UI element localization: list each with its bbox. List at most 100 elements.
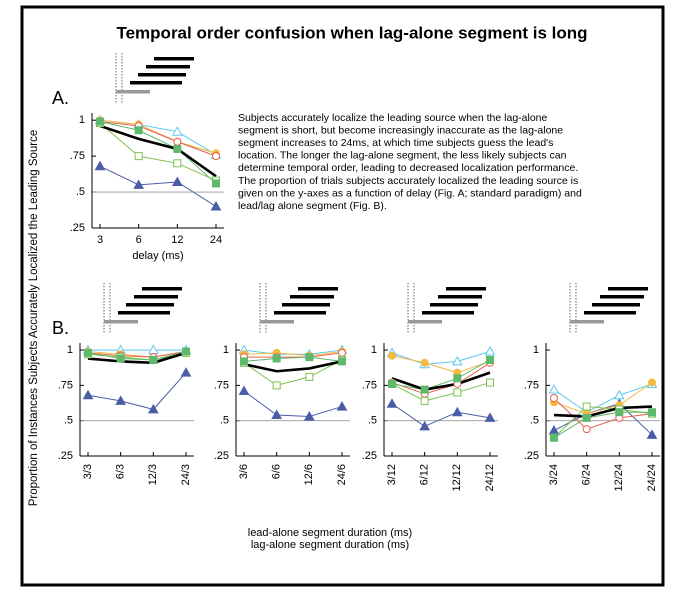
- y-tick-label: .75: [58, 379, 73, 391]
- marker: [94, 160, 106, 171]
- marker: [149, 355, 158, 364]
- description-line: lead/lag alone segment (Fig. B).: [238, 200, 387, 212]
- series-line: [243, 356, 343, 362]
- marker: [271, 409, 283, 420]
- y-tick-label: .75: [362, 379, 377, 391]
- description-line: segment is short, but become increasingl…: [238, 124, 563, 136]
- x-tick-label: 3: [97, 234, 103, 246]
- series-line: [553, 406, 653, 439]
- marker: [210, 200, 222, 211]
- marker: [486, 355, 494, 364]
- x-tick-label: 12/6: [303, 464, 315, 485]
- timing-bar: [600, 295, 644, 299]
- timing-bar: [104, 320, 138, 324]
- y-tick-label: .5: [76, 186, 85, 198]
- description-line: location. The longer the lag-alone segme…: [238, 150, 567, 162]
- timing-bar: [438, 295, 482, 299]
- x-axis-label: lead-alone segment duration (ms): [248, 527, 412, 539]
- marker: [96, 117, 104, 126]
- x-tick-label: 6/24: [581, 464, 593, 485]
- series-line: [99, 124, 217, 178]
- series-line: [87, 350, 187, 361]
- marker: [338, 357, 346, 366]
- marker: [212, 152, 220, 161]
- marker: [582, 402, 591, 411]
- timing-bar: [298, 287, 338, 291]
- y-tick-label: .75: [70, 150, 85, 162]
- timing-bar: [408, 320, 442, 324]
- marker: [453, 388, 462, 397]
- series-line: [99, 122, 217, 182]
- marker: [84, 348, 92, 357]
- marker: [134, 152, 143, 161]
- marker: [133, 179, 145, 189]
- y-tick-label: .25: [58, 450, 73, 462]
- x-tick-label: 24/12: [484, 464, 496, 492]
- marker: [147, 403, 159, 414]
- marker: [171, 126, 183, 136]
- series-line: [87, 372, 187, 410]
- series-line: [553, 397, 653, 430]
- timing-bar: [146, 65, 190, 69]
- timing-bar: [154, 57, 194, 61]
- marker: [648, 378, 656, 387]
- marker: [238, 385, 250, 396]
- x-tick-label: 6/12: [419, 464, 431, 485]
- y-tick-label: .75: [524, 379, 539, 391]
- series-line: [391, 362, 491, 395]
- series-line: [243, 390, 343, 417]
- marker: [180, 367, 192, 377]
- marker: [272, 381, 281, 390]
- series-line: [243, 359, 343, 386]
- x-tick-label: 3/12: [386, 464, 398, 485]
- series-line: [391, 403, 491, 427]
- series-line: [99, 119, 217, 154]
- description-line: given on the y-axes as a function of del…: [238, 187, 582, 199]
- marker: [582, 413, 591, 422]
- marker: [173, 137, 182, 146]
- timing-bar: [138, 73, 186, 77]
- timing-bar: [116, 90, 150, 94]
- series-line: [391, 371, 491, 391]
- marker: [582, 425, 591, 434]
- x-tick-label: 3/24: [548, 464, 560, 485]
- timing-bar: [282, 303, 330, 307]
- timing-bar: [118, 311, 170, 315]
- series-line: [553, 411, 652, 439]
- x-tick-label: 6: [136, 234, 142, 246]
- x-tick-label: 24/3: [180, 464, 192, 485]
- marker: [550, 394, 558, 403]
- marker: [212, 179, 220, 188]
- marker: [484, 345, 496, 356]
- timing-bar: [142, 287, 182, 291]
- marker: [305, 372, 314, 381]
- x-tick-label: 12/24: [613, 464, 625, 492]
- series-line: [99, 121, 217, 184]
- marker: [453, 374, 462, 383]
- description-line: segment increases to 24ms, at which time…: [238, 137, 553, 149]
- timing-bar: [422, 311, 474, 315]
- y-tick-label: .75: [214, 379, 229, 391]
- marker: [336, 401, 348, 411]
- timing-bar: [570, 320, 604, 324]
- timing-bar: [260, 320, 294, 324]
- x-tick-label: 24/24: [646, 464, 658, 492]
- x-axis-label: lag-alone segment duration (ms): [251, 539, 409, 551]
- marker: [272, 354, 281, 363]
- marker: [82, 389, 94, 400]
- x-tick-label: 12/3: [147, 464, 159, 485]
- series-line: [391, 359, 491, 391]
- series-line: [243, 360, 343, 373]
- panel-label: A.: [52, 88, 69, 108]
- marker: [240, 357, 248, 366]
- marker: [615, 408, 624, 417]
- marker: [173, 144, 182, 153]
- marker: [338, 348, 346, 357]
- timing-bar: [592, 303, 640, 307]
- y-tick-label: .25: [70, 222, 85, 234]
- series-line: [553, 405, 653, 418]
- marker: [303, 410, 315, 421]
- marker: [115, 395, 127, 405]
- y-tick-label: 1: [67, 344, 73, 356]
- marker: [305, 353, 314, 362]
